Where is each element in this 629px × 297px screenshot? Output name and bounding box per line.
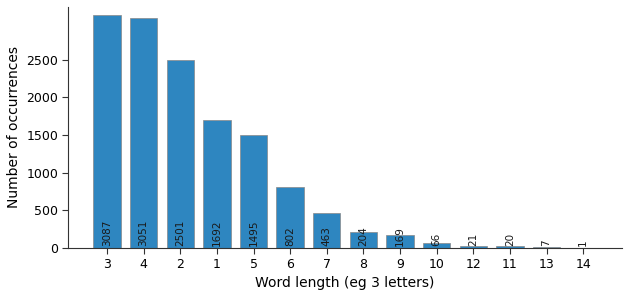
Text: 463: 463 bbox=[322, 226, 331, 246]
Bar bbox=[533, 247, 560, 248]
Bar bbox=[350, 233, 377, 248]
Bar bbox=[93, 15, 121, 248]
Text: 2501: 2501 bbox=[175, 220, 186, 246]
Text: 21: 21 bbox=[468, 233, 478, 246]
X-axis label: Word length (eg 3 letters): Word length (eg 3 letters) bbox=[255, 276, 435, 290]
Text: 204: 204 bbox=[359, 227, 369, 246]
Bar bbox=[460, 246, 487, 248]
Bar bbox=[276, 187, 304, 248]
Text: 3051: 3051 bbox=[138, 220, 148, 246]
Text: 20: 20 bbox=[505, 233, 515, 246]
Bar bbox=[130, 18, 157, 248]
Bar bbox=[496, 246, 523, 248]
Text: 1495: 1495 bbox=[248, 220, 259, 246]
Text: 802: 802 bbox=[285, 227, 295, 246]
Bar bbox=[203, 121, 231, 248]
Bar bbox=[386, 235, 414, 248]
Text: 7: 7 bbox=[542, 240, 552, 246]
Bar bbox=[423, 243, 450, 248]
Bar bbox=[313, 213, 340, 248]
Text: 1: 1 bbox=[578, 240, 588, 246]
Bar bbox=[240, 135, 267, 248]
Y-axis label: Number of occurrences: Number of occurrences bbox=[7, 46, 21, 208]
Text: 3087: 3087 bbox=[102, 220, 112, 246]
Text: 169: 169 bbox=[395, 226, 405, 246]
Text: 1692: 1692 bbox=[212, 220, 222, 246]
Text: 66: 66 bbox=[431, 233, 442, 246]
Bar bbox=[167, 60, 194, 248]
